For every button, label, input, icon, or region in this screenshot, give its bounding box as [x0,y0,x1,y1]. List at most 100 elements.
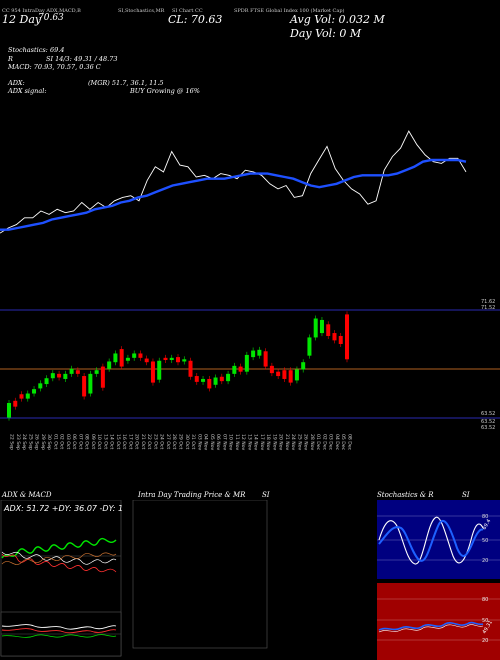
day-value: 70.63 [38,13,64,23]
candle-body [13,400,18,407]
candle-body [338,335,343,344]
price-label-lower-2: 63.52 [481,419,495,425]
adx-signal-text: BUY Growing @ 16% [130,87,200,95]
candle-body [69,368,74,374]
date-label: 14 Nov [253,434,259,451]
date-label: 07 Oct [77,434,83,449]
stoch-panel-title: Stochastics & R [377,491,434,499]
candle-body [44,378,49,385]
intraday-panel-title: Intra Day Trading Price & MR [138,491,246,499]
candle-body [269,365,274,374]
date-label: 11 Nov [234,434,240,451]
date-label: 31 Oct [190,434,196,449]
close-price-line [0,130,467,234]
candle-body [125,357,130,361]
candle-body [157,360,162,380]
date-label: 20 Nov [278,434,284,451]
candle-body [119,349,124,367]
day-label: 12 Day [2,13,42,26]
candle-body [232,365,237,374]
date-label: 30 Oct [184,434,190,449]
candle-body [75,370,80,374]
date-label: 30 Sep [46,434,52,450]
date-label: 08 Oct [84,434,90,449]
date-label: 25 Sep [27,434,33,450]
candle-body [251,350,256,358]
date-label: 08 Dec [347,434,353,451]
candle-body [88,373,93,394]
stoch-d-line [378,520,484,562]
adx-panel-title: ADX & MACD [2,491,52,499]
date-label: 13 Oct [102,434,108,449]
candle-body [207,378,212,389]
candle-body [301,362,306,370]
candle-body [282,370,287,379]
intraday-panel-si: SI [262,491,270,499]
candle-body [182,359,187,362]
candle-body [57,373,62,378]
stoch-level-20: 20 [482,558,488,564]
date-label: 27 Oct [165,434,171,449]
adx-label: ADX: [8,79,25,87]
rsi-level-80: 80 [482,597,488,603]
date-label: 07 Nov [221,434,227,451]
stoch-level-50: 50 [482,538,488,544]
date-label: 10 Nov [228,434,234,451]
date-label: 29 Oct [178,434,184,449]
macd-line [1,624,117,630]
date-label: 24 Sep [21,434,27,450]
date-label: 14 Oct [109,434,115,449]
macd-text: MACD: 70.93, 70.57, 0.36 C [8,63,101,71]
candle-body [194,376,199,382]
date-label: 05 Nov [209,434,215,451]
date-label: 21 Oct [140,434,146,449]
date-label: 28 Oct [171,434,177,449]
candle-body [82,376,87,397]
candle-body [63,373,68,379]
candle-body [176,357,180,363]
date-label: 23 Oct [152,434,158,449]
candle-body [226,373,231,382]
date-label: 22 Sep [9,434,15,450]
date-label: 04 Nov [203,434,209,451]
date-label: 19 Nov [271,434,277,451]
intraday-panel [132,500,268,649]
candle-body [238,366,243,372]
date-label: 09 Oct [90,434,96,449]
header-line-1: CC 954 IntraDay ADX,MACD,B [2,8,81,14]
candle-body [94,370,99,374]
adx-trend-line [1,552,117,565]
date-label: 20 Oct [134,434,140,449]
date-label: 03 Nov [196,434,202,451]
candle-body [294,369,299,381]
date-label: 21 Nov [284,434,290,451]
stoch-background [377,500,500,579]
stoch-level-80: 80 [482,514,488,520]
date-label: 28 Nov [309,434,315,451]
header-line-2: SI,Stochastics,MR [118,8,165,14]
candle-body [169,357,174,361]
candle-body [50,373,55,379]
date-label: 10 Oct [96,434,102,449]
candle-body [244,354,249,372]
date-label: 26 Sep [34,434,40,450]
header-line-4: SPDR FTSE Global Index 100 (Market Cap) [234,8,345,14]
candle-body [288,370,293,383]
avg-volume: Avg Vol: 0.032 M [290,13,385,26]
rsi-text: SI 14/3: 49.31 / 48.73 [46,55,118,63]
candle-body [345,314,349,360]
stoch-k-line [378,516,484,565]
candle-body [32,389,37,394]
candle-body [257,349,262,356]
date-label: 25 Nov [296,434,302,451]
date-label: 13 Nov [246,434,252,451]
stochastics-text: Stochastics: 69.4 [8,46,65,54]
rsi-background [377,583,500,660]
candle-body [150,361,155,383]
rsi-label: R [8,55,13,63]
candle-body [326,324,331,336]
candle-body [7,402,11,418]
date-axis: 22 Sep 23 Sep 24 Sep 25 Sep 26 Sep 29 Sep 30 S… [9,434,353,451]
adx-macd-panel: ADX: 51.72 +DY: 36.07 -DY: 11.48 [0,500,122,657]
price-label-lower-3: 63.52 [481,425,495,431]
